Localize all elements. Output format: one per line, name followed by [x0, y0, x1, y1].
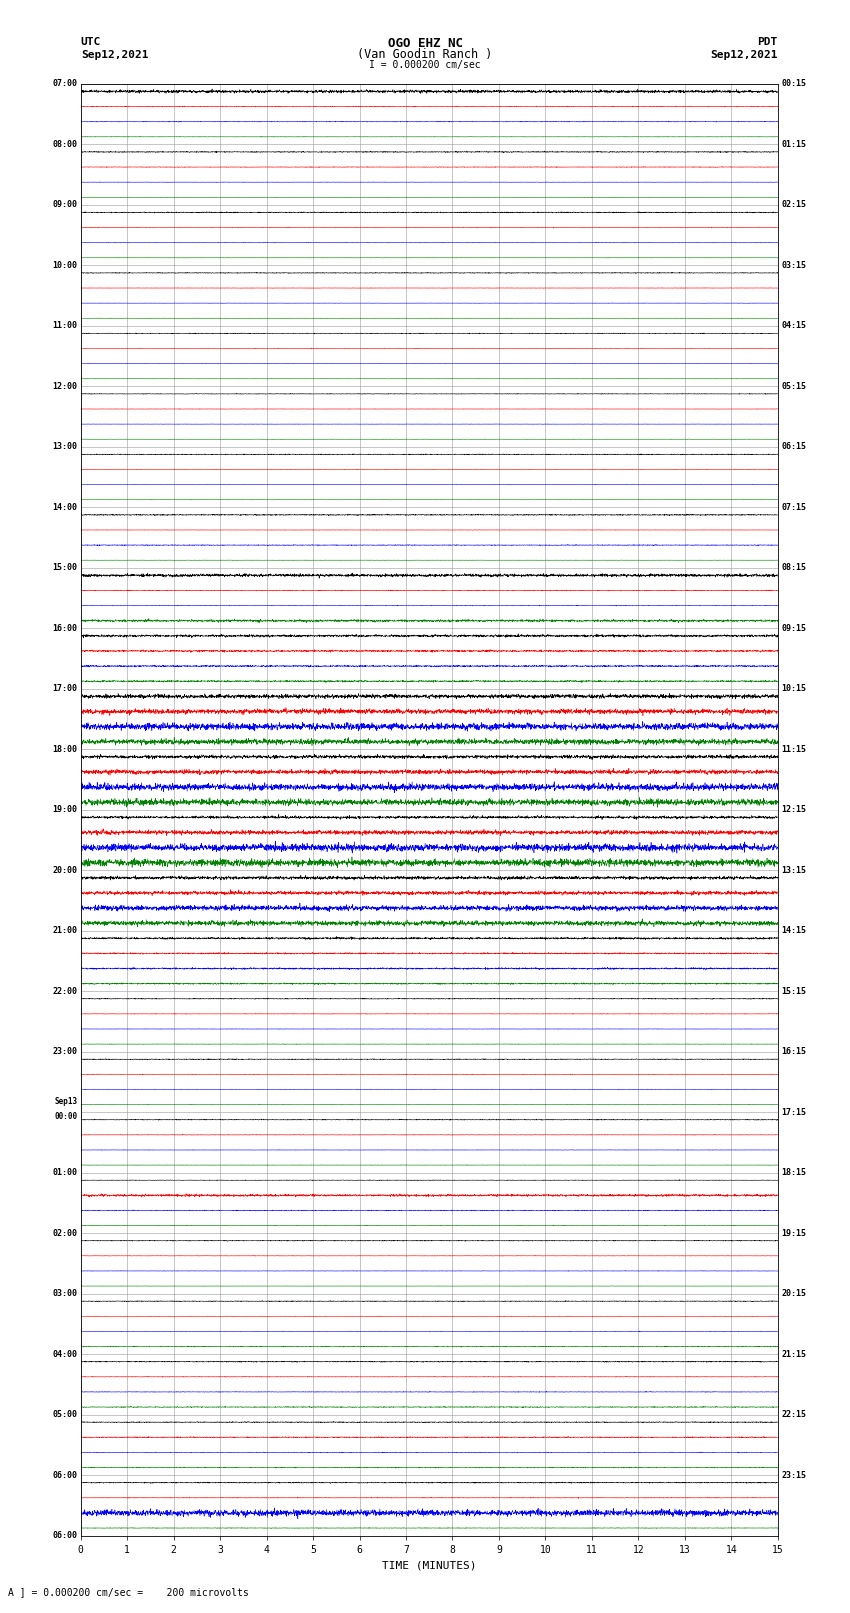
- Text: OGO EHZ NC: OGO EHZ NC: [388, 37, 462, 50]
- Text: Sep12,2021: Sep12,2021: [711, 50, 778, 60]
- Text: 00:15: 00:15: [781, 79, 807, 89]
- Text: 10:15: 10:15: [781, 684, 807, 694]
- Text: 07:00: 07:00: [52, 79, 77, 89]
- Text: 19:15: 19:15: [781, 1229, 807, 1237]
- Text: 12:00: 12:00: [52, 382, 77, 390]
- Text: (Van Goodin Ranch ): (Van Goodin Ranch ): [357, 48, 493, 61]
- X-axis label: TIME (MINUTES): TIME (MINUTES): [382, 1560, 477, 1569]
- Text: 16:15: 16:15: [781, 1047, 807, 1057]
- Text: 23:00: 23:00: [52, 1047, 77, 1057]
- Text: I = 0.000200 cm/sec: I = 0.000200 cm/sec: [369, 60, 481, 69]
- Text: Sep13: Sep13: [54, 1097, 77, 1107]
- Text: 17:00: 17:00: [52, 684, 77, 694]
- Text: 05:15: 05:15: [781, 382, 807, 390]
- Text: 12:15: 12:15: [781, 805, 807, 815]
- Text: 18:00: 18:00: [52, 745, 77, 753]
- Text: 23:15: 23:15: [781, 1471, 807, 1479]
- Text: 15:00: 15:00: [52, 563, 77, 573]
- Text: 06:15: 06:15: [781, 442, 807, 452]
- Text: 06:00: 06:00: [52, 1531, 77, 1540]
- Text: 00:00: 00:00: [54, 1113, 77, 1121]
- Text: 05:00: 05:00: [52, 1410, 77, 1419]
- Text: 14:15: 14:15: [781, 926, 807, 936]
- Text: 22:00: 22:00: [52, 987, 77, 995]
- Text: 16:00: 16:00: [52, 624, 77, 632]
- Text: 03:15: 03:15: [781, 261, 807, 269]
- Text: 11:00: 11:00: [52, 321, 77, 331]
- Text: 09:00: 09:00: [52, 200, 77, 210]
- Text: 21:00: 21:00: [52, 926, 77, 936]
- Text: 17:15: 17:15: [781, 1108, 807, 1116]
- Text: PDT: PDT: [757, 37, 778, 47]
- Text: 08:15: 08:15: [781, 563, 807, 573]
- Text: Sep12,2021: Sep12,2021: [81, 50, 148, 60]
- Text: 02:00: 02:00: [52, 1229, 77, 1237]
- Text: 04:00: 04:00: [52, 1350, 77, 1358]
- Text: 10:00: 10:00: [52, 261, 77, 269]
- Text: 20:00: 20:00: [52, 866, 77, 874]
- Text: 09:15: 09:15: [781, 624, 807, 632]
- Text: 20:15: 20:15: [781, 1289, 807, 1298]
- Text: 02:15: 02:15: [781, 200, 807, 210]
- Text: 19:00: 19:00: [52, 805, 77, 815]
- Text: 18:15: 18:15: [781, 1168, 807, 1177]
- Text: 04:15: 04:15: [781, 321, 807, 331]
- Text: 15:15: 15:15: [781, 987, 807, 995]
- Text: 14:00: 14:00: [52, 503, 77, 511]
- Text: 01:15: 01:15: [781, 140, 807, 148]
- Text: 13:00: 13:00: [52, 442, 77, 452]
- Text: 13:15: 13:15: [781, 866, 807, 874]
- Text: 21:15: 21:15: [781, 1350, 807, 1358]
- Text: 22:15: 22:15: [781, 1410, 807, 1419]
- Text: 03:00: 03:00: [52, 1289, 77, 1298]
- Text: A ] = 0.000200 cm/sec =    200 microvolts: A ] = 0.000200 cm/sec = 200 microvolts: [8, 1587, 249, 1597]
- Text: UTC: UTC: [81, 37, 101, 47]
- Text: 06:00: 06:00: [52, 1471, 77, 1479]
- Text: 11:15: 11:15: [781, 745, 807, 753]
- Text: 08:00: 08:00: [52, 140, 77, 148]
- Text: 07:15: 07:15: [781, 503, 807, 511]
- Text: 01:00: 01:00: [52, 1168, 77, 1177]
